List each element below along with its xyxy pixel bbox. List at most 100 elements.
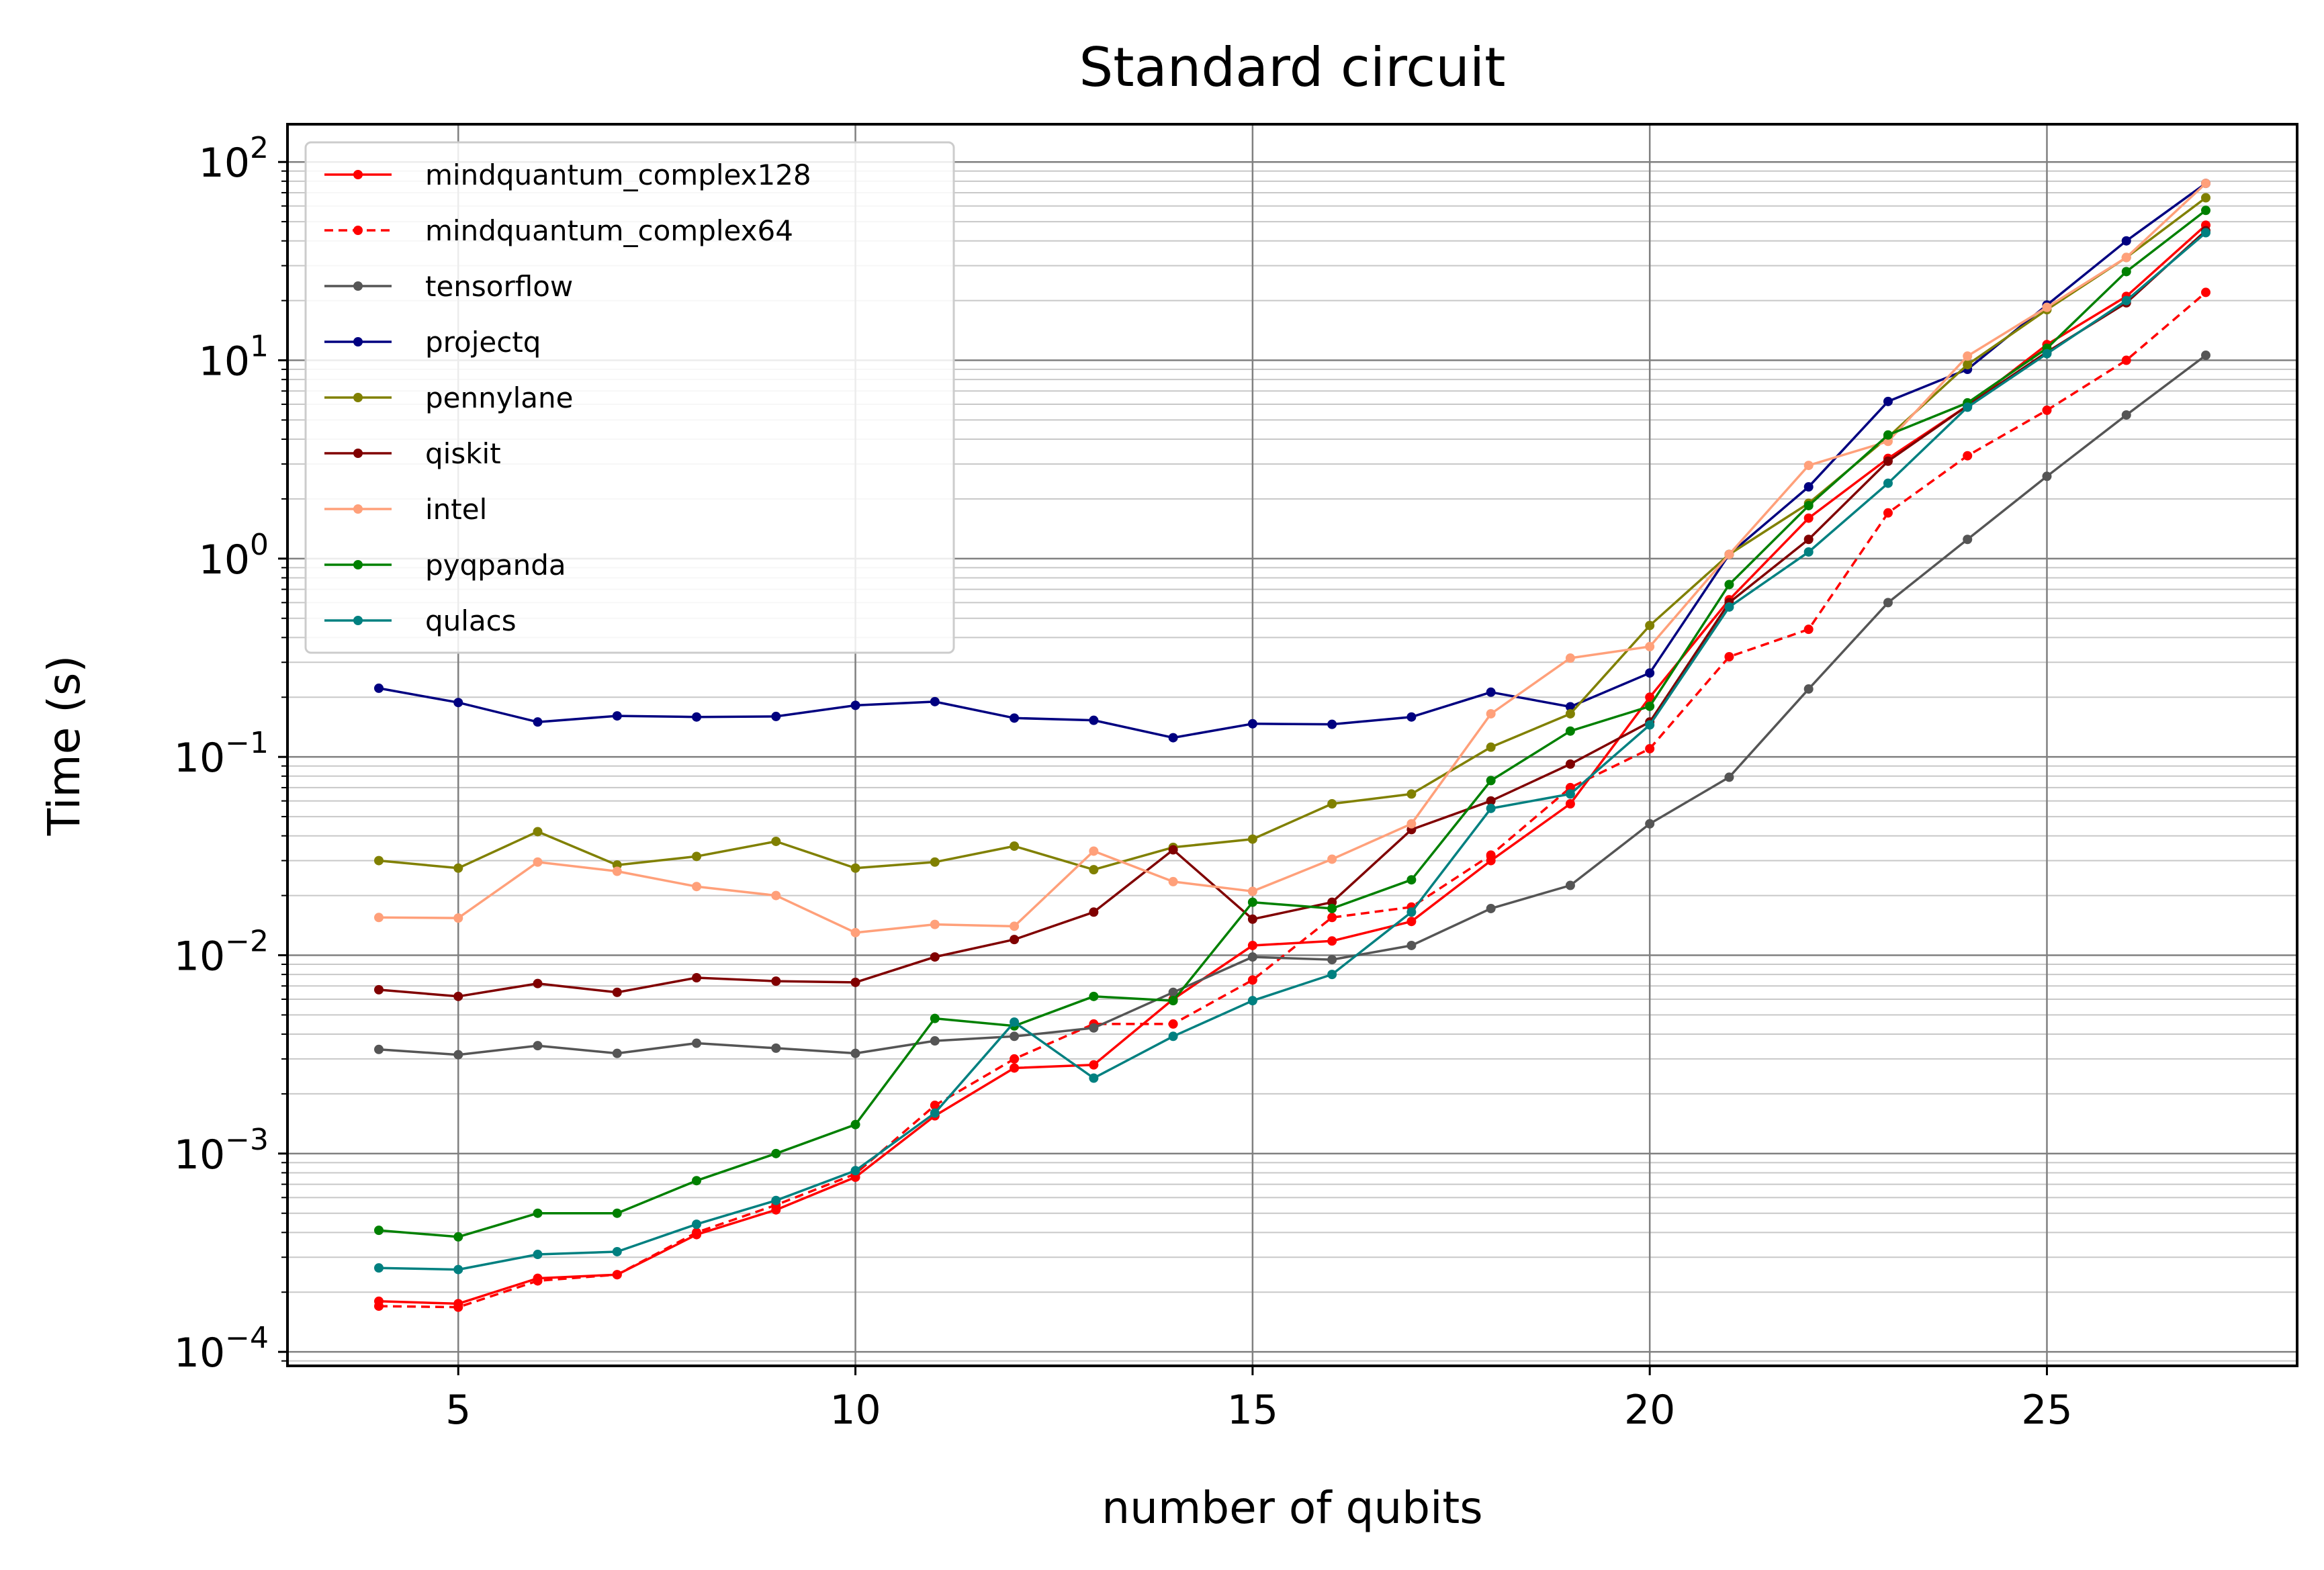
data-point [1168, 733, 1178, 743]
data-point [850, 863, 860, 873]
data-point [1486, 776, 1496, 786]
legend-entry: projectq [324, 326, 541, 359]
data-point [1010, 1031, 1020, 1042]
data-point [1565, 653, 1575, 663]
data-point [2042, 471, 2052, 481]
data-point [1168, 845, 1178, 855]
data-point [1010, 1054, 1020, 1064]
data-point [533, 978, 543, 988]
data-point [1247, 975, 1257, 985]
data-point [692, 973, 702, 983]
data-point [1327, 936, 1337, 946]
data-point [2121, 252, 2131, 263]
data-point [2201, 179, 2210, 189]
data-point [612, 1270, 622, 1280]
data-point [1486, 796, 1496, 806]
data-point [1565, 880, 1575, 890]
data-point [1565, 759, 1575, 769]
data-point [2121, 236, 2131, 246]
data-point [1803, 461, 1814, 471]
data-point [1486, 903, 1496, 913]
legend-entry: pennylane [324, 381, 573, 414]
legend-label: tensorflow [425, 270, 573, 303]
legend-marker [353, 616, 363, 625]
data-point [374, 1044, 384, 1054]
data-point [1247, 834, 1257, 844]
data-point [930, 857, 940, 867]
legend-marker [353, 226, 363, 235]
y-tick-label: 10−3 [174, 1123, 269, 1179]
data-point [612, 1048, 622, 1058]
data-point [453, 991, 463, 1001]
data-point [1010, 935, 1020, 945]
legend-label: qiskit [425, 437, 501, 470]
y-tick-label: 102 [199, 131, 269, 187]
data-point [1486, 708, 1496, 719]
data-point [2042, 405, 2052, 415]
y-axis-ticks: 10−4 10−3 10−2 10−1 100 101 102 [174, 131, 287, 1377]
legend-entry: qiskit [324, 437, 501, 470]
data-point [1486, 687, 1496, 697]
data-point [2201, 205, 2210, 216]
data-point [930, 696, 940, 706]
data-point [1963, 360, 1973, 370]
legend-marker [353, 449, 363, 458]
series-line [378, 182, 2207, 934]
data-point [1645, 692, 1655, 702]
data-point [533, 1041, 543, 1051]
data-point [453, 913, 463, 923]
data-point [1803, 500, 1814, 510]
data-point [1247, 996, 1257, 1006]
data-point [1724, 772, 1734, 782]
data-point [850, 977, 860, 987]
data-point [1089, 1073, 1099, 1083]
data-point [1565, 726, 1575, 736]
data-point [453, 1050, 463, 1060]
data-point [1645, 620, 1655, 631]
data-point [533, 857, 543, 867]
legend-marker [353, 504, 363, 514]
data-point [2121, 410, 2131, 420]
data-point [374, 1301, 384, 1311]
data-point [1803, 535, 1814, 545]
data-point [771, 711, 781, 721]
data-point [1010, 1017, 1020, 1027]
data-point [453, 1302, 463, 1312]
series-tensorflow [374, 351, 2210, 1060]
data-point [1883, 478, 1893, 488]
data-point [533, 1250, 543, 1260]
data-point [1406, 819, 1417, 829]
legend: mindquantum_complex128 mindquantum_comple… [304, 141, 955, 654]
data-point [2201, 193, 2210, 203]
legend-label: pennylane [425, 381, 573, 414]
series-lines [374, 179, 2210, 1312]
data-point [1406, 712, 1417, 722]
legend-label: pyqpanda [425, 549, 566, 582]
data-point [1247, 940, 1257, 950]
data-point [692, 1038, 702, 1048]
data-point [1963, 402, 1973, 412]
data-point [2201, 351, 2210, 361]
data-point [1883, 396, 1893, 406]
legend-label: intel [425, 493, 487, 526]
data-point [771, 1148, 781, 1158]
data-point [850, 1048, 860, 1058]
data-point [1168, 876, 1178, 886]
data-point [1010, 1063, 1020, 1073]
data-point [374, 1263, 384, 1273]
data-point [1406, 907, 1417, 917]
plot-frame [286, 123, 2298, 1367]
legend-marker [353, 337, 363, 347]
data-point [2121, 295, 2131, 306]
data-point [692, 712, 702, 722]
data-point [692, 882, 702, 892]
data-point [1247, 719, 1257, 729]
data-point [612, 711, 622, 721]
data-point [1645, 701, 1655, 711]
data-point [1803, 547, 1814, 557]
series-line [378, 182, 2207, 739]
x-axis-label: number of qubits [1102, 1482, 1482, 1534]
data-point [771, 890, 781, 901]
data-point [453, 1232, 463, 1242]
legend-entry: mindquantum_complex128 [324, 158, 811, 191]
